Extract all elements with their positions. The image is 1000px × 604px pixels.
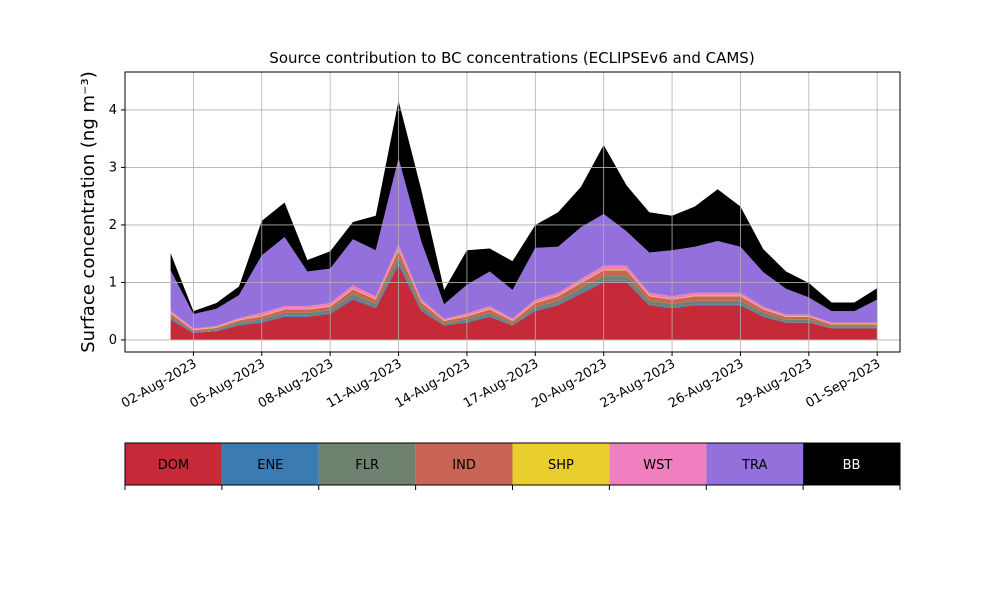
y-tick-label: 0 [109,333,117,348]
x-tick-label: 23-Aug-2023 [598,356,678,411]
legend-label: BB [843,458,861,473]
legend-label: IND [452,458,476,473]
area [170,250,878,332]
legend-swatch [512,443,610,485]
y-tick-label: 2 [109,218,117,233]
y-tick-label: 3 [109,160,117,175]
legend-frame [124,442,901,486]
legend-swatch [803,443,900,485]
legend-swatch [221,443,319,485]
x-tick-label: 17-Aug-2023 [461,356,541,411]
y-axis-label: Surface concentration (ng m⁻³) [78,71,99,353]
legend-label: FLR [355,458,379,473]
area [170,257,878,333]
x-tick-label: 01-Sep-2023 [803,356,883,411]
y-tick-label: 1 [109,275,117,290]
x-tick-label: 26-Aug-2023 [666,356,746,411]
legend-label: ENE [257,458,283,473]
x-tick-label: 08-Aug-2023 [256,356,336,411]
legend-swatch [318,443,416,485]
y-tick-label: 4 [109,103,117,118]
legend-label: WST [643,458,672,473]
legend-swatch [609,443,707,485]
x-tick-label: 11-Aug-2023 [324,356,404,411]
legend-label: SHP [548,458,574,473]
area [170,265,878,340]
plot-frame [124,71,901,353]
legend-swatch [415,443,513,485]
area [170,100,878,315]
x-tick-label: 05-Aug-2023 [187,356,267,411]
x-tick-label: 20-Aug-2023 [529,356,609,411]
x-tick-label: 29-Aug-2023 [734,356,814,411]
chart-title: Source contribution to BC concentrations… [269,49,754,67]
area [170,158,878,329]
legend-swatch [706,443,804,485]
legend-swatch [125,443,222,485]
x-tick-label: 02-Aug-2023 [119,356,199,411]
x-tick-label: 14-Aug-2023 [393,356,473,411]
legend-label: TRA [741,458,767,473]
legend-label: DOM [158,458,189,473]
